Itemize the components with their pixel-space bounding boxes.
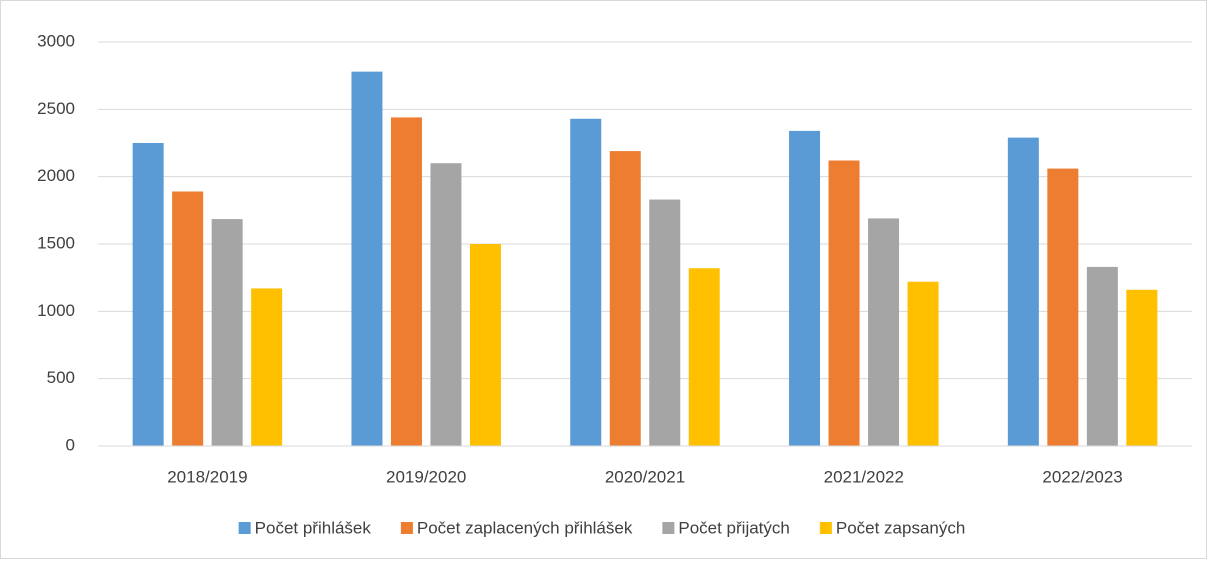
legend-swatch xyxy=(819,522,832,534)
bar xyxy=(351,71,383,447)
bar xyxy=(828,160,860,447)
x-tick-label: 2020/2021 xyxy=(605,467,685,486)
bar xyxy=(132,143,164,446)
y-tick-label: 2500 xyxy=(37,99,75,118)
bar xyxy=(789,130,821,446)
x-tick-label: 2022/2023 xyxy=(1042,467,1122,486)
legend-swatch xyxy=(238,522,251,534)
legend-label: Počet zapsaných xyxy=(836,518,965,537)
bar xyxy=(430,163,462,446)
bar xyxy=(868,218,900,446)
x-tick-label: 2018/2019 xyxy=(167,467,247,486)
y-tick-label: 1000 xyxy=(37,301,75,320)
bar xyxy=(907,281,939,446)
y-tick-label: 500 xyxy=(47,368,75,387)
x-tick-label: 2021/2022 xyxy=(824,467,904,486)
legend-label: Počet přijatých xyxy=(678,518,790,537)
x-tick-label: 2019/2020 xyxy=(386,467,466,486)
bar xyxy=(390,117,422,446)
y-tick-label: 3000 xyxy=(37,31,75,50)
legend-label: Počet přihlášek xyxy=(255,518,372,537)
bar xyxy=(1126,289,1158,446)
bar xyxy=(1086,266,1118,446)
bar xyxy=(570,118,602,446)
bar xyxy=(688,268,720,446)
legend-swatch xyxy=(662,522,675,534)
bar xyxy=(251,288,283,446)
legend-swatch xyxy=(400,522,413,534)
y-tick-label: 2000 xyxy=(37,166,75,185)
y-tick-label: 1500 xyxy=(37,233,75,252)
legend-label: Počet zaplacených přihlášek xyxy=(417,518,633,537)
bar xyxy=(1047,168,1079,446)
y-tick-label: 0 xyxy=(66,435,75,454)
bar xyxy=(211,219,243,446)
bar xyxy=(1007,137,1039,446)
bar xyxy=(172,191,204,446)
bar xyxy=(609,151,641,446)
bar xyxy=(649,199,681,446)
bar xyxy=(469,244,501,446)
